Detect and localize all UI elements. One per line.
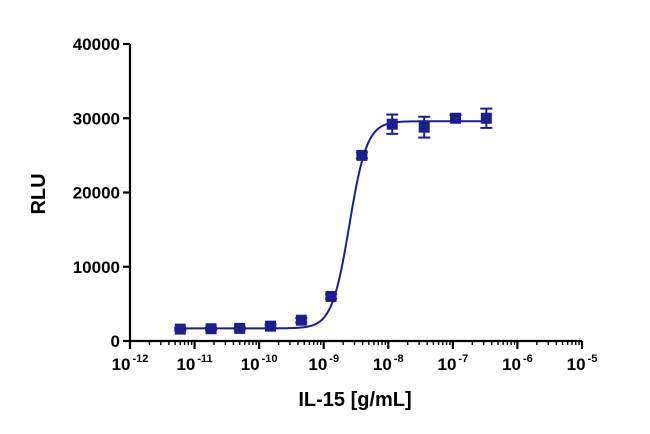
data-point <box>480 107 493 129</box>
y-axis: 0 10000 20000 30000 40000 <box>73 35 132 351</box>
data-point <box>295 314 308 326</box>
data-marker <box>295 314 307 326</box>
data-marker <box>356 149 368 161</box>
data-point <box>264 320 277 332</box>
data-point <box>233 322 246 334</box>
x-axis: 10 -12 10 -11 10 -10 10 -9 10 -8 10 -7 10 -6 10 -5 <box>112 339 598 374</box>
data-marker <box>234 322 246 334</box>
x-tick-label: 10 -12 <box>112 353 149 374</box>
data-point <box>449 112 462 124</box>
y-tick-label: 30000 <box>73 109 120 128</box>
data-points-layer <box>174 107 493 335</box>
data-point <box>205 323 218 335</box>
y-tick-label: 20000 <box>73 184 120 203</box>
x-tick-label: 10 -11 <box>176 353 212 374</box>
data-marker <box>480 112 492 124</box>
x-tick-label: 10 -10 <box>241 353 278 374</box>
x-tick-label: 10 -5 <box>567 353 598 374</box>
y-axis-title: RLU <box>28 173 50 214</box>
x-tick-label: 10 -8 <box>373 353 404 374</box>
data-point <box>325 290 338 302</box>
data-marker <box>325 290 337 302</box>
y-tick-label: 10000 <box>73 258 120 277</box>
x-tick-label: 10 -7 <box>438 353 469 374</box>
x-axis-title: IL-15 [g/mL] <box>298 389 411 411</box>
data-marker <box>418 121 430 133</box>
data-marker <box>205 323 217 335</box>
data-point <box>386 113 399 135</box>
data-marker <box>386 118 398 130</box>
x-tick-label: 10 -9 <box>308 353 339 374</box>
data-marker <box>174 323 186 335</box>
data-marker <box>450 112 462 124</box>
data-point <box>174 323 187 335</box>
y-tick-label: 0 <box>111 332 120 351</box>
y-tick-label: 40000 <box>73 35 120 54</box>
data-marker <box>265 320 277 332</box>
data-point <box>418 115 431 139</box>
data-point <box>355 149 368 161</box>
x-tick-label: 10 -6 <box>502 353 533 374</box>
